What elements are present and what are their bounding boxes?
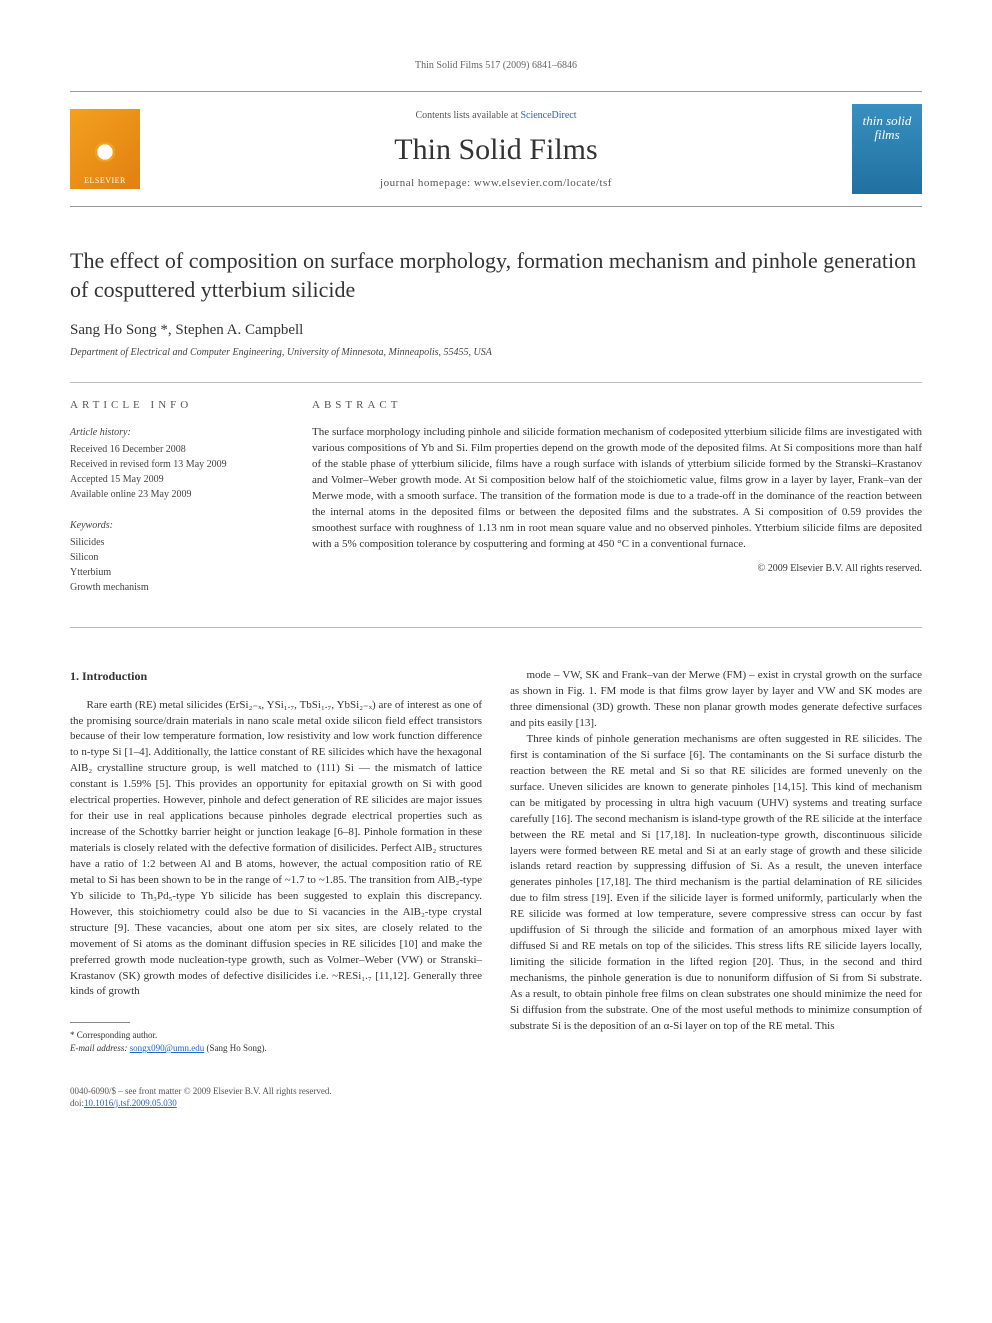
keywords-block: Keywords: Silicides Silicon Ytterbium Gr… <box>70 518 272 595</box>
keyword-3: Ytterbium <box>70 565 272 580</box>
body-col2-p2: Three kinds of pinhole generation mechan… <box>510 732 922 1035</box>
article-info-column: ARTICLE INFO Article history: Received 1… <box>70 383 290 627</box>
elsevier-text: ELSEVIER <box>84 176 126 185</box>
journal-cover-text: thin solid films <box>852 114 922 143</box>
journal-header-box: ELSEVIER Contents lists available at Sci… <box>70 91 922 207</box>
history-accepted: Accepted 15 May 2009 <box>70 472 272 487</box>
elsevier-logo: ELSEVIER <box>70 109 140 189</box>
body-column-right: mode – VW, SK and Frank–van der Merwe (F… <box>510 668 922 1054</box>
body-col2-p1: mode – VW, SK and Frank–van der Merwe (F… <box>510 668 922 732</box>
footnote-email-link[interactable]: songx090@umn.edu <box>130 1043 205 1053</box>
article-title: The effect of composition on surface mor… <box>70 247 922 304</box>
body-column-left: 1. Introduction Rare earth (RE) metal si… <box>70 668 482 1054</box>
footnote-email-label: E-mail address: <box>70 1043 130 1053</box>
journal-cover-thumbnail: thin solid films <box>852 104 922 194</box>
sciencedirect-link[interactable]: ScienceDirect <box>520 110 576 121</box>
affiliation: Department of Electrical and Computer En… <box>70 347 922 358</box>
history-online: Available online 23 May 2009 <box>70 487 272 502</box>
keyword-1: Silicides <box>70 535 272 550</box>
footer-doi-link[interactable]: 10.1016/j.tsf.2009.05.030 <box>84 1098 177 1108</box>
footnote-email-line: E-mail address: songx090@umn.edu (Sang H… <box>70 1042 482 1055</box>
contents-prefix: Contents lists available at <box>415 110 520 121</box>
journal-homepage: journal homepage: www.elsevier.com/locat… <box>160 177 832 189</box>
article-history-label: Article history: <box>70 425 272 440</box>
page-footer: 0040-6090/$ – see front matter © 2009 El… <box>70 1085 922 1110</box>
contents-available-line: Contents lists available at ScienceDirec… <box>160 110 832 121</box>
page-header-citation: Thin Solid Films 517 (2009) 6841–6846 <box>70 60 922 71</box>
abstract-column: ABSTRACT The surface morphology includin… <box>290 383 922 627</box>
section-1-heading: 1. Introduction <box>70 668 482 685</box>
body-two-columns: 1. Introduction Rare earth (RE) metal si… <box>70 668 922 1054</box>
corresponding-author-footnote: * Corresponding author. E-mail address: … <box>70 1029 482 1054</box>
keywords-label: Keywords: <box>70 518 272 533</box>
body-col1-p1: Rare earth (RE) metal silicides (ErSi₂₋ₓ… <box>70 698 482 1001</box>
info-abstract-row: ARTICLE INFO Article history: Received 1… <box>70 382 922 628</box>
journal-header-center: Contents lists available at ScienceDirec… <box>140 110 852 189</box>
history-received: Received 16 December 2008 <box>70 442 272 457</box>
article-info-heading: ARTICLE INFO <box>70 399 272 411</box>
footer-copyright-line: 0040-6090/$ – see front matter © 2009 El… <box>70 1085 922 1098</box>
abstract-heading: ABSTRACT <box>312 399 922 411</box>
footnote-email-suffix: (Sang Ho Song). <box>204 1043 267 1053</box>
keyword-2: Silicon <box>70 550 272 565</box>
abstract-text: The surface morphology including pinhole… <box>312 425 922 553</box>
authors-text: Sang Ho Song *, Stephen A. Campbell <box>70 322 303 338</box>
authors-line: Sang Ho Song *, Stephen A. Campbell <box>70 322 922 339</box>
footer-doi-label: doi: <box>70 1098 84 1108</box>
article-history-block: Article history: Received 16 December 20… <box>70 425 272 502</box>
history-revised: Received in revised form 13 May 2009 <box>70 457 272 472</box>
footer-doi-line: doi:10.1016/j.tsf.2009.05.030 <box>70 1097 922 1110</box>
footnote-corr: * Corresponding author. <box>70 1029 482 1042</box>
abstract-copyright: © 2009 Elsevier B.V. All rights reserved… <box>312 563 922 574</box>
journal-title: Thin Solid Films <box>160 133 832 167</box>
footnote-separator <box>70 1022 130 1023</box>
keyword-4: Growth mechanism <box>70 580 272 595</box>
